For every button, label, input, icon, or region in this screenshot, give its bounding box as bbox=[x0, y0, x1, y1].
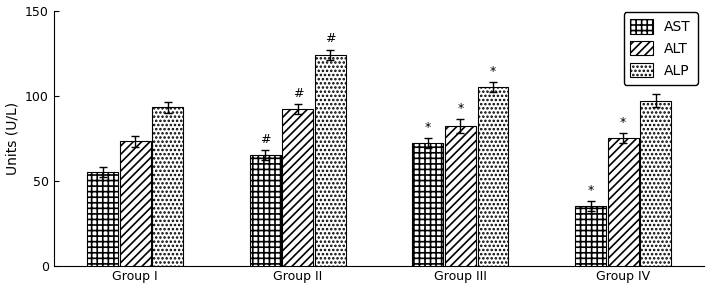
Bar bbox=[640, 101, 671, 266]
Bar bbox=[445, 126, 476, 266]
Bar bbox=[413, 143, 443, 266]
Y-axis label: Units (U/L): Units (U/L) bbox=[6, 101, 20, 175]
Text: *: * bbox=[490, 65, 496, 78]
Legend: AST, ALT, ALP: AST, ALT, ALP bbox=[623, 12, 697, 85]
Bar bbox=[575, 206, 606, 266]
Bar bbox=[87, 172, 118, 266]
Text: #: # bbox=[260, 133, 271, 146]
Text: *: * bbox=[425, 121, 431, 134]
Bar bbox=[478, 87, 508, 266]
Text: *: * bbox=[620, 116, 626, 129]
Bar bbox=[315, 55, 346, 266]
Bar bbox=[608, 138, 638, 266]
Text: *: * bbox=[652, 77, 659, 90]
Bar bbox=[152, 108, 183, 266]
Text: *: * bbox=[587, 184, 594, 197]
Text: *: * bbox=[457, 102, 464, 115]
Bar bbox=[250, 155, 280, 266]
Text: #: # bbox=[293, 87, 303, 100]
Bar bbox=[120, 142, 151, 266]
Text: #: # bbox=[325, 32, 336, 45]
Bar bbox=[283, 109, 313, 266]
